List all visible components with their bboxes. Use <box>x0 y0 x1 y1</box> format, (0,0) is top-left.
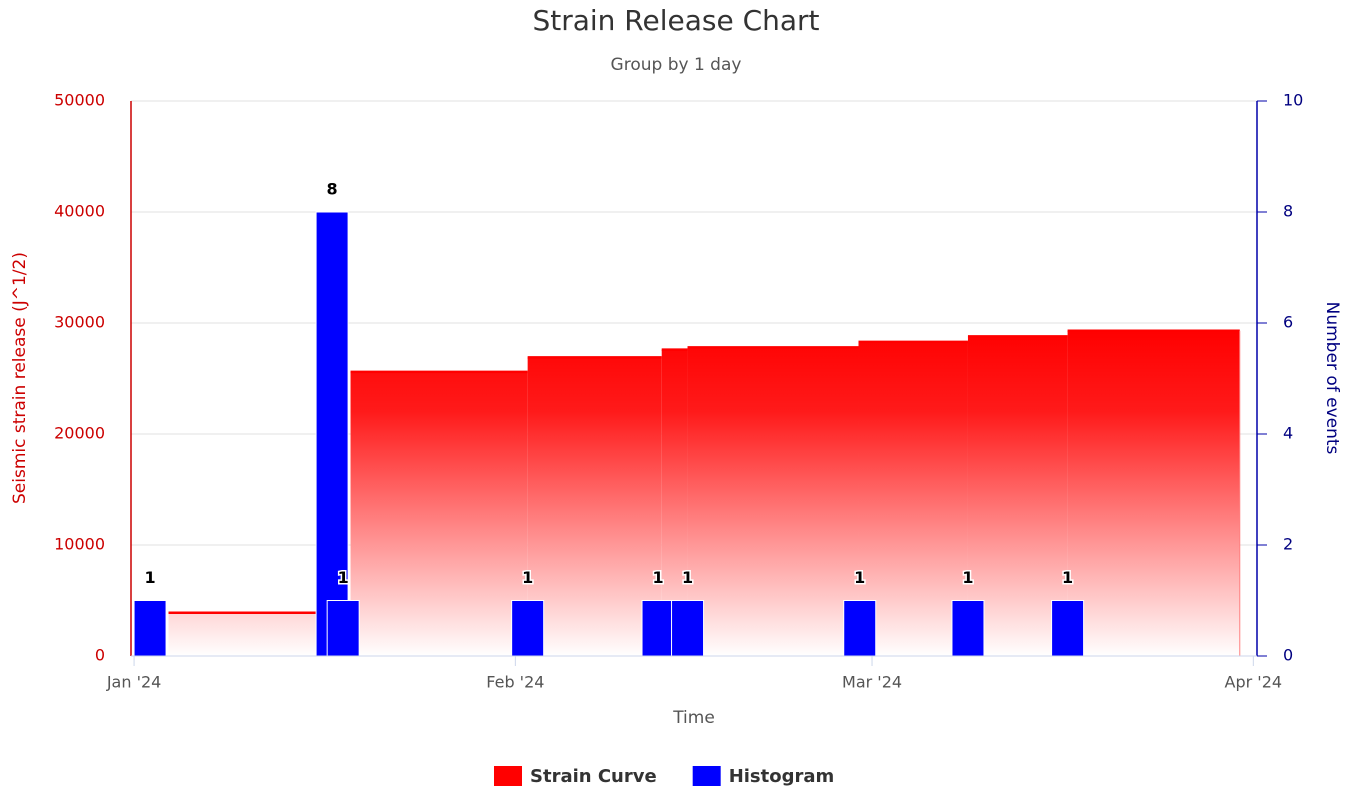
y-tick-label: 10000 <box>54 535 105 554</box>
strain-step <box>858 340 968 656</box>
y-tick-label: 30000 <box>54 313 105 332</box>
y2-tick-label: 10 <box>1283 91 1303 110</box>
bar-value-label: 1 <box>854 568 865 587</box>
strain-step <box>967 335 1068 656</box>
strain-area <box>858 341 968 656</box>
bar-value-label: 1 <box>522 568 533 587</box>
x-tick-label: Apr '24 <box>1225 673 1283 692</box>
legend-swatch <box>494 766 522 786</box>
histogram-bar <box>951 600 985 657</box>
y-tick-label: 50000 <box>54 91 105 110</box>
legend-label: Strain Curve <box>530 766 657 787</box>
histogram-bar <box>843 600 877 657</box>
bar-value-label: 1 <box>652 568 663 587</box>
histogram-bar <box>326 600 360 657</box>
bar-value-label: 1 <box>338 568 349 587</box>
y-axis-title: Seismic strain release (J^1/2) <box>10 252 30 504</box>
y2-tick-label: 8 <box>1283 202 1293 221</box>
strain-area <box>687 347 859 656</box>
y2-axis-title: Number of events <box>1322 302 1342 455</box>
x-tick-label: Jan '24 <box>106 673 162 692</box>
histogram-bar <box>671 600 705 657</box>
y2-tick-label: 0 <box>1283 646 1293 665</box>
strain-area <box>1067 330 1240 656</box>
strain-step <box>350 370 528 656</box>
strain-step <box>527 356 662 656</box>
histogram-bar <box>1051 600 1085 657</box>
histogram-bar <box>315 211 349 657</box>
strain-step <box>687 346 859 656</box>
legend-swatch <box>692 766 721 786</box>
y2-tick-label: 4 <box>1283 424 1293 443</box>
histogram-bar <box>641 600 675 657</box>
bar-value-label: 1 <box>1062 568 1073 587</box>
bar-value-label: 1 <box>682 568 693 587</box>
y-tick-label: 0 <box>95 646 105 665</box>
bar-value-label: 8 <box>327 180 338 199</box>
chart-subtitle: Group by 1 day <box>611 55 742 75</box>
histogram-bar <box>511 600 545 657</box>
strain-area <box>967 336 1068 656</box>
x-tick-label: Mar '24 <box>842 673 902 692</box>
strain-step <box>1067 329 1240 656</box>
x-tick-label: Feb '24 <box>486 673 544 692</box>
x-axis-title: Time <box>672 708 715 728</box>
strain-area <box>350 371 528 656</box>
bar-value-label: 1 <box>144 568 155 587</box>
strain-area <box>527 357 662 656</box>
histogram-bar <box>133 600 167 657</box>
y2-tick-label: 6 <box>1283 313 1293 332</box>
y2-tick-label: 2 <box>1283 535 1293 554</box>
chart-title: Strain Release Chart <box>532 4 819 37</box>
y-tick-label: 20000 <box>54 424 105 443</box>
legend-label: Histogram <box>729 766 835 787</box>
bar-value-label: 1 <box>962 568 973 587</box>
y-tick-label: 40000 <box>54 202 105 221</box>
